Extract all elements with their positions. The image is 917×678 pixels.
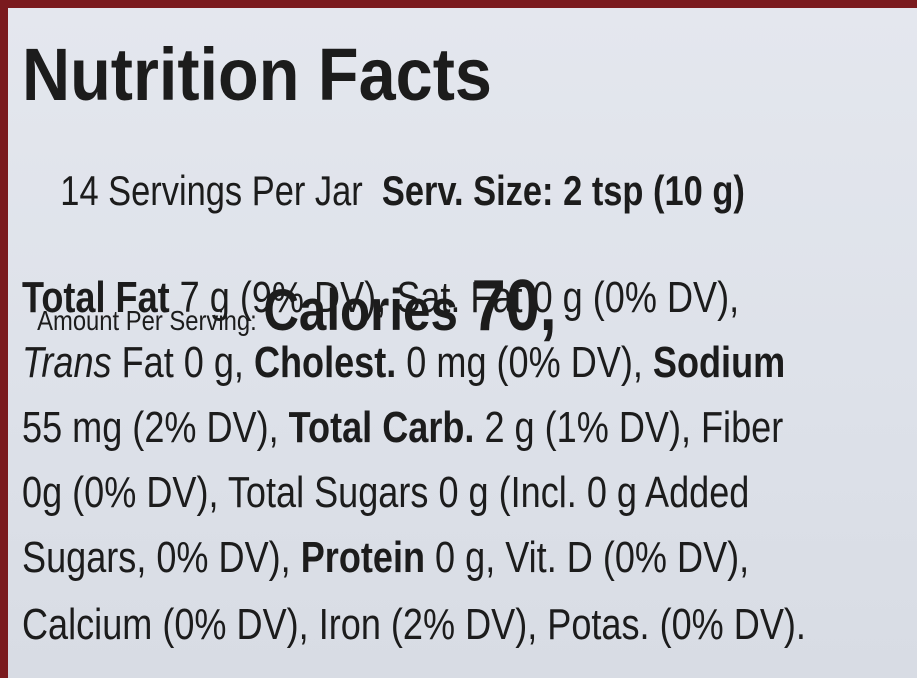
nutrition-label: Nutrition Facts 14 Servings Per Jar Serv… — [8, 8, 917, 678]
text-run: Sodium — [652, 338, 786, 387]
text-run: Total Fat — [22, 273, 170, 322]
calories-value: 70, — [471, 266, 557, 346]
text-run: 0 mg (0% DV), — [396, 338, 653, 387]
nutrient-line: Calcium (0% DV), Iron (2% DV), Potas. (0… — [22, 595, 806, 655]
text-run: Trans — [22, 338, 112, 387]
title: Nutrition Facts — [22, 33, 492, 116]
serving-size: Serv. Size: 2 tsp (10 g) — [381, 167, 745, 214]
text-run: 0 g, Vit. D (0% DV), — [425, 533, 750, 582]
calories-label: Calories — [263, 278, 458, 343]
servings: 14 Servings Per Jar — [60, 167, 363, 214]
text-run: Cholest. — [253, 338, 397, 387]
calories-line: Amount Per Serving: Calories 70, — [22, 186, 557, 446]
text-run: Calcium (0% DV), Iron (2% DV), Potas. (0… — [22, 600, 806, 649]
text-run: Fat 0 g, — [111, 338, 254, 387]
text-run: Protein — [300, 533, 426, 582]
nutrient-line: 55 mg (2% DV), Total Carb. 2 g (1% DV), … — [22, 398, 783, 458]
nutrient-line: 0g (0% DV), Total Sugars 0 g (Incl. 0 g … — [22, 463, 749, 523]
nutrient-line: Sugars, 0% DV), Protein 0 g, Vit. D (0% … — [22, 528, 749, 588]
text-run: 55 mg (2% DV), — [22, 403, 289, 452]
serving-line: 14 Servings Per Jar Serv. Size: 2 tsp (1… — [22, 116, 745, 266]
nutrient-line: Total Fat 7 g (9% DV), Sat. Fat 0 g (0% … — [22, 268, 739, 328]
amount-label: Amount Per Serving: — [37, 305, 257, 336]
text-run: Sugars, 0% DV), — [22, 533, 301, 582]
text-run: 0g (0% DV), Total Sugars 0 g (Incl. 0 g … — [22, 468, 750, 517]
text-run: Total Carb. — [288, 403, 475, 452]
nutrient-line: Trans Fat 0 g, Cholest. 0 mg (0% DV), So… — [22, 333, 785, 393]
text-run: 7 g (9% DV), Sat. Fat 0 g (0% DV), — [169, 273, 740, 322]
text-run: 2 g (1% DV), Fiber — [474, 403, 784, 452]
